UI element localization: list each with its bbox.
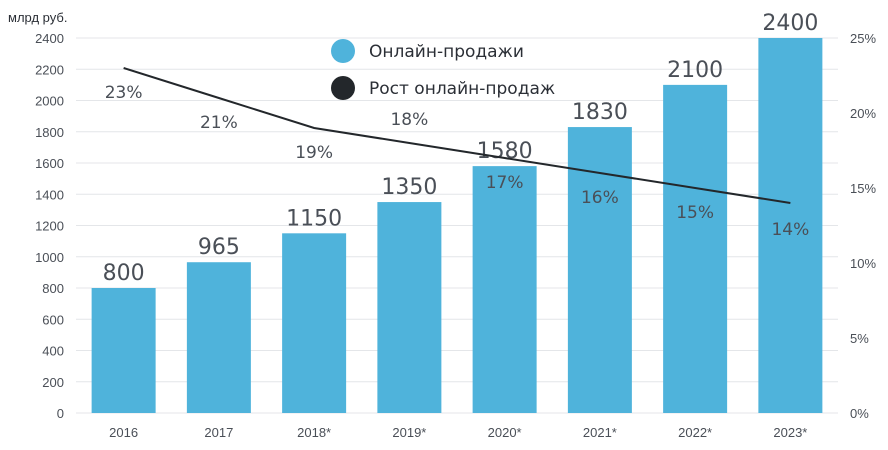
y-axis-label: млрд руб. <box>8 10 67 25</box>
y-tick-label: 1600 <box>35 156 64 171</box>
y-tick-label: 0 <box>57 406 64 421</box>
x-tick-label: 2016 <box>109 425 138 440</box>
bar-value-label: 800 <box>103 261 145 286</box>
legend-marker-online-sales <box>331 39 355 63</box>
y2-tick-label: 20% <box>850 106 876 121</box>
x-tick-label: 2019* <box>392 425 426 440</box>
x-tick-label: 2018* <box>297 425 331 440</box>
legend-label-online-sales: Онлайн-продажи <box>369 42 524 62</box>
y2-tick-label: 5% <box>850 331 869 346</box>
x-tick-label: 2023* <box>773 425 807 440</box>
y2-tick-label: 15% <box>850 181 876 196</box>
bar-value-label: 965 <box>198 235 240 260</box>
growth-value-label: 23% <box>105 83 143 103</box>
growth-line <box>123 67 791 204</box>
growth-value-label: 19% <box>295 143 333 163</box>
bar <box>758 38 823 413</box>
y-tick-label: 800 <box>42 281 64 296</box>
bars <box>91 38 823 413</box>
y2-tick-label: 0% <box>850 406 869 421</box>
bar <box>282 233 347 413</box>
y-tick-label: 1000 <box>35 250 64 265</box>
growth-value-label: 21% <box>200 113 238 133</box>
bar <box>663 84 728 413</box>
bar <box>567 127 632 413</box>
y-tick-label: 2200 <box>35 62 64 77</box>
bar-value-label: 1350 <box>381 175 437 200</box>
x-tick-label: 2021* <box>583 425 617 440</box>
x-tick-label: 2020* <box>488 425 522 440</box>
bar-value-label: 1150 <box>286 206 342 231</box>
y-tick-label: 1800 <box>35 125 64 140</box>
bar <box>91 288 156 413</box>
y-tick-label: 400 <box>42 344 64 359</box>
y-tick-label: 2400 <box>35 31 64 46</box>
y-tick-label: 1200 <box>35 219 64 234</box>
growth-value-label: 18% <box>390 110 428 130</box>
y2-tick-label: 10% <box>850 256 876 271</box>
bar <box>472 166 537 413</box>
x-tick-label: 2022* <box>678 425 712 440</box>
legend-marker-online-growth <box>331 76 355 100</box>
bar <box>186 262 251 413</box>
growth-value-label: 15% <box>676 203 714 223</box>
y2-axis-ticks: 0% 5% 10% 15% 20% 25% <box>850 31 876 421</box>
y-tick-label: 200 <box>42 375 64 390</box>
x-tick-label: 2017 <box>204 425 233 440</box>
x-axis-ticks: 2016 2017 2018* 2019* 2020* 2021* 2022* 2023* <box>109 425 807 440</box>
y-tick-label: 600 <box>42 312 64 327</box>
legend-label-online-growth: Рост онлайн-продаж <box>369 79 555 99</box>
y-axis-ticks: 0 200 400 600 800 1000 1200 1400 1600 1800 2000 220… <box>35 31 64 421</box>
bar-value-label: 2400 <box>762 11 818 36</box>
growth-value-label: 17% <box>486 173 524 193</box>
growth-line-path <box>123 67 791 204</box>
legend: Онлайн-продажи Рост онлайн-продаж <box>331 39 555 100</box>
y-tick-label: 1400 <box>35 187 64 202</box>
y2-tick-label: 25% <box>850 31 876 46</box>
y-tick-label: 2000 <box>35 94 64 109</box>
bar <box>377 202 442 413</box>
growth-value-label: 16% <box>581 188 619 208</box>
growth-value-label: 14% <box>771 220 809 240</box>
bar-value-label: 2100 <box>667 58 723 83</box>
growth-labels: 23% 21% 19% 18% 17% 16% 15% 14% <box>105 83 810 240</box>
bar-value-label: 1830 <box>572 100 628 125</box>
